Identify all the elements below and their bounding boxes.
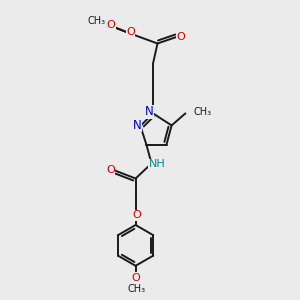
Text: O: O: [106, 165, 115, 175]
Text: O: O: [131, 273, 140, 283]
Text: CH₃: CH₃: [88, 16, 106, 26]
Text: N: N: [145, 105, 154, 119]
Text: O: O: [132, 210, 141, 220]
Text: O: O: [176, 32, 185, 42]
Text: N: N: [133, 119, 142, 132]
Text: CH₃: CH₃: [194, 106, 212, 117]
Text: CH₃: CH₃: [127, 284, 145, 294]
Text: O: O: [106, 20, 116, 30]
Text: NH: NH: [148, 159, 165, 170]
Text: O: O: [126, 27, 135, 38]
